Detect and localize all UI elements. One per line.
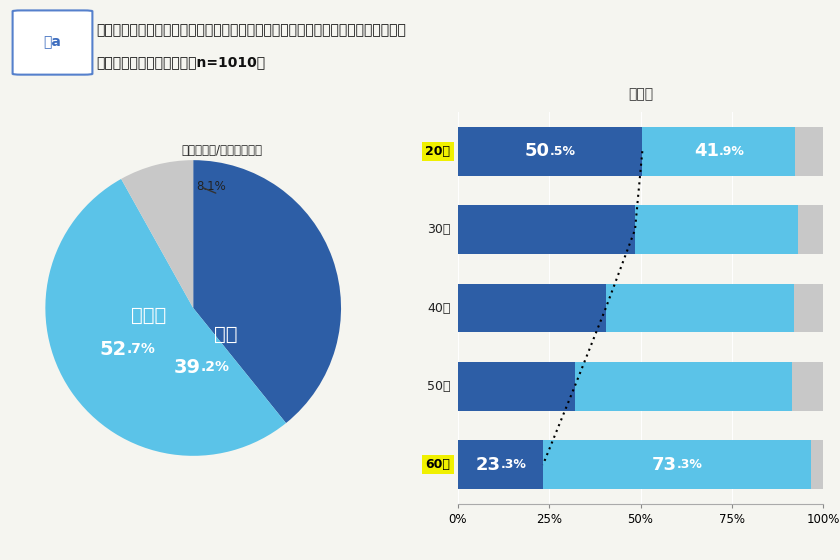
Bar — [798, 206, 823, 254]
Text: 30代: 30代 — [427, 223, 450, 236]
Text: .5%: .5% — [550, 144, 576, 158]
Bar — [458, 362, 575, 410]
Wedge shape — [45, 179, 286, 456]
Text: 60代: 60代 — [426, 458, 450, 472]
Bar — [458, 206, 635, 254]
Text: 23: 23 — [475, 456, 501, 474]
Text: あなたは新卒・中途で入社してから３か月以内に転職または退職をしたいと感じる: あなたは新卒・中途で入社してから３か月以内に転職または退職をしたいと感じる — [97, 24, 407, 38]
Text: 図a: 図a — [44, 35, 61, 49]
Bar — [458, 441, 543, 489]
Bar — [635, 206, 798, 254]
Text: 20代: 20代 — [426, 144, 450, 158]
Text: 73: 73 — [652, 456, 677, 474]
Wedge shape — [193, 160, 341, 423]
Text: .2%: .2% — [201, 360, 229, 374]
Bar — [643, 127, 795, 175]
Text: 8.1%: 8.1% — [197, 180, 226, 193]
Text: .3%: .3% — [677, 458, 703, 472]
Bar — [794, 284, 823, 332]
Bar — [458, 127, 643, 175]
Text: 50: 50 — [525, 142, 550, 160]
Text: 52: 52 — [99, 340, 127, 359]
Bar — [543, 441, 811, 489]
Text: .9%: .9% — [719, 144, 745, 158]
Text: 50代: 50代 — [427, 380, 450, 393]
Bar — [795, 127, 823, 175]
Text: .3%: .3% — [501, 458, 526, 472]
Bar — [575, 362, 792, 410]
Text: わからない/答えられない: わからない/答えられない — [181, 144, 262, 157]
Text: いいえ: いいえ — [131, 306, 166, 325]
Text: .7%: .7% — [127, 342, 155, 356]
Text: 41: 41 — [694, 142, 719, 160]
Bar — [792, 362, 823, 410]
Bar — [458, 284, 606, 332]
Text: 39: 39 — [174, 358, 201, 377]
Text: はい: はい — [214, 325, 238, 344]
Wedge shape — [121, 160, 193, 308]
Text: 40代: 40代 — [427, 301, 450, 315]
Bar — [811, 441, 823, 489]
FancyBboxPatch shape — [13, 11, 92, 74]
Text: ことがありましたか？　（n=1010）: ことがありましたか？ （n=1010） — [97, 55, 265, 69]
Bar — [606, 284, 794, 332]
Title: 世代別: 世代別 — [628, 87, 653, 101]
